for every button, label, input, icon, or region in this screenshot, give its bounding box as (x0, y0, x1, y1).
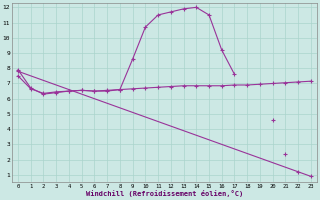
X-axis label: Windchill (Refroidissement éolien,°C): Windchill (Refroidissement éolien,°C) (86, 190, 243, 197)
